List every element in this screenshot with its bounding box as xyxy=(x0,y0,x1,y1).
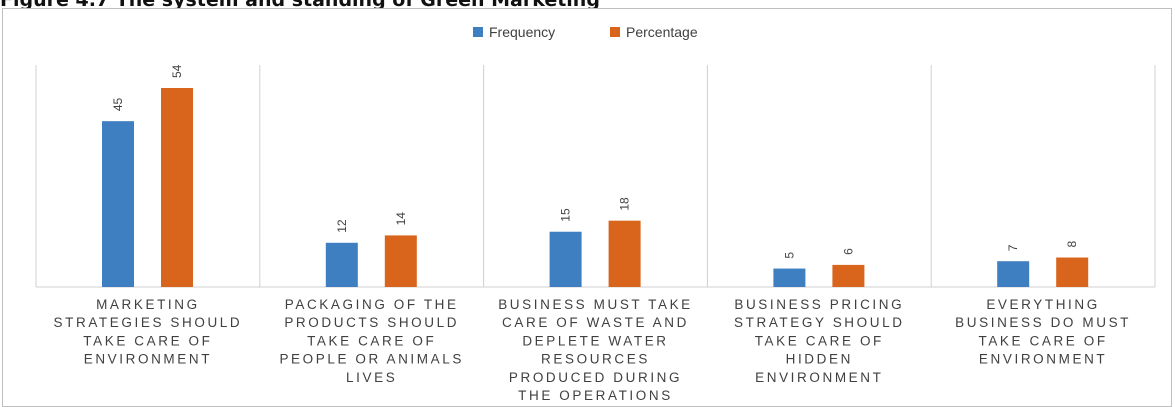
value-label-frequency: 15 xyxy=(559,208,573,222)
bar-frequency xyxy=(549,231,582,287)
category-labels: MARKETING STRATEGIES SHOULD TAKE CARE OF EN… xyxy=(54,297,1131,403)
bar-percentage xyxy=(161,88,193,287)
value-label-frequency: 5 xyxy=(782,252,796,259)
bar-frequency xyxy=(102,121,134,287)
category-label: MARKETING STRATEGIES SHOULD TAKE CARE OF EN… xyxy=(54,297,243,367)
legend-label-percentage: Percentage xyxy=(626,24,698,40)
category-label: PACKAGING OF THE PRODUCTS SHOULD TAKE CARE… xyxy=(279,297,464,385)
value-label-frequency: 12 xyxy=(335,219,349,233)
category-label: EVERYTHING BUSINESS DO MUST TAKE CARE OF EN… xyxy=(955,297,1131,367)
value-label-frequency: 7 xyxy=(1006,244,1020,251)
bar-frequency xyxy=(773,268,806,287)
value-labels: 45 54 12 14 15 18 5 6 7 8 xyxy=(111,64,1079,258)
chart-frame xyxy=(2,8,1172,407)
value-label-percentage: 54 xyxy=(170,64,184,78)
figure-title: Figure 4.7 The system and standing of Gr… xyxy=(0,0,600,11)
bar-series xyxy=(102,88,1089,287)
category-label: BUSINESS MUST TAKE CARE OF WASTE AND DEPLE… xyxy=(498,297,693,403)
value-label-percentage: 6 xyxy=(841,248,855,255)
bar-percentage xyxy=(608,220,641,287)
bar-frequency xyxy=(325,242,358,287)
legend-label-frequency: Frequency xyxy=(489,24,555,40)
category-label: BUSINESS PRICING STRATEGY SHOULD TAKE CARE… xyxy=(734,297,905,385)
bar-percentage xyxy=(384,235,417,287)
bar-percentage xyxy=(1056,257,1089,287)
value-label-percentage: 8 xyxy=(1065,241,1079,248)
chart-legend: Frequency Percentage xyxy=(473,24,698,40)
legend-swatch-frequency xyxy=(473,27,483,37)
category-separators xyxy=(35,65,1156,287)
bar-frequency xyxy=(997,261,1030,287)
value-label-percentage: 14 xyxy=(394,212,408,226)
bar-percentage xyxy=(832,264,865,287)
legend-swatch-percentage xyxy=(610,27,620,37)
value-label-frequency: 45 xyxy=(111,98,125,112)
value-label-percentage: 18 xyxy=(618,197,632,211)
